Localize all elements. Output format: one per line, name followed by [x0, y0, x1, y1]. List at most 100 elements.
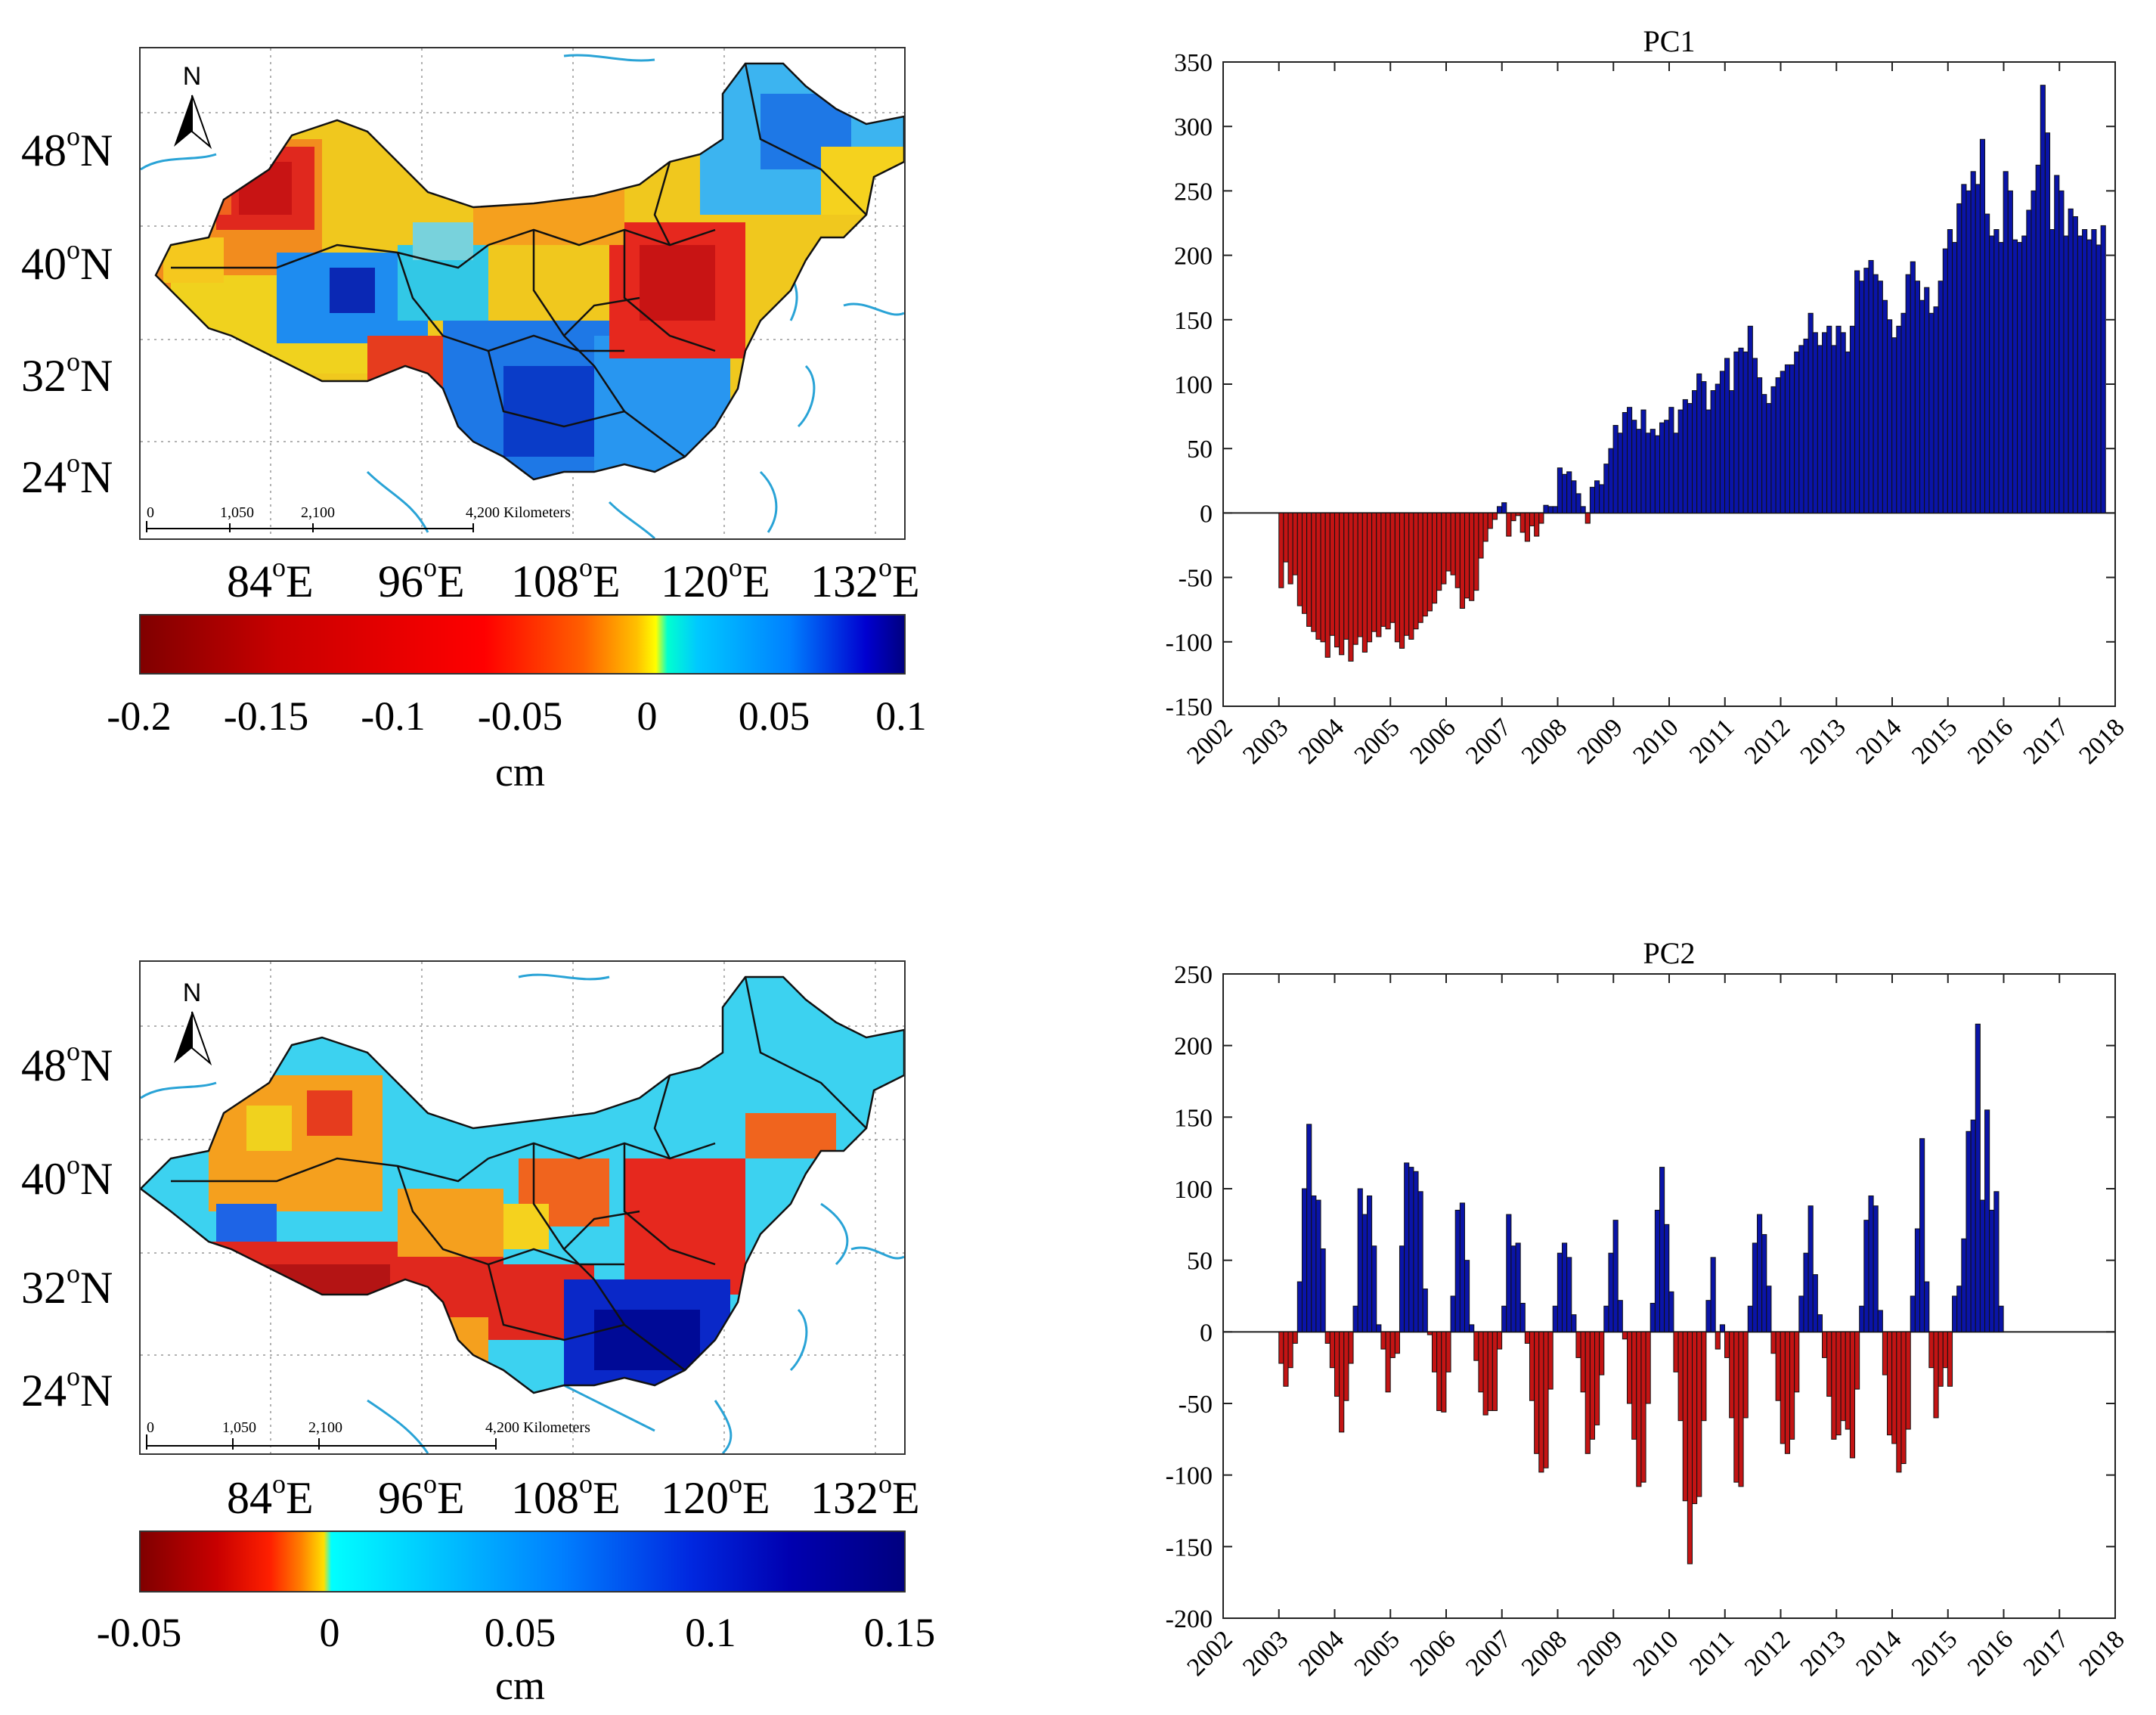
- bar: [1557, 467, 1563, 513]
- bar: [1464, 1260, 1470, 1332]
- bar: [2058, 190, 2065, 513]
- bar: [1696, 1331, 1702, 1497]
- bar: [1947, 229, 1953, 513]
- bar: [1631, 1331, 1637, 1440]
- bar: [1394, 1331, 1400, 1354]
- bar: [1794, 1331, 1800, 1393]
- lon-label: 84oE: [227, 552, 314, 606]
- bar: [1339, 1331, 1345, 1433]
- bar: [1989, 1209, 1995, 1332]
- borders: [154, 62, 904, 481]
- bar: [1742, 1331, 1749, 1419]
- bar: [1561, 473, 1568, 513]
- bar: [1450, 1295, 1456, 1332]
- colorbar-unit: cm: [495, 749, 545, 795]
- bar: [1928, 1331, 1935, 1369]
- bar: [1339, 512, 1345, 656]
- y-tick-label: 0: [1200, 1319, 1213, 1347]
- north-arrow-icon: N: [174, 978, 212, 1066]
- bar: [2086, 239, 2092, 513]
- x-tick-label: 2004: [1293, 713, 1349, 769]
- bar: [1650, 1302, 1656, 1332]
- bar: [1812, 1274, 1818, 1332]
- y-tick-label: -50: [1179, 565, 1213, 593]
- bar: [1956, 1285, 1962, 1332]
- bar: [1510, 512, 1516, 522]
- bar: [1710, 1257, 1716, 1332]
- y-tick-label: -100: [1166, 1462, 1213, 1490]
- y-tick-label: 200: [1174, 1033, 1213, 1061]
- bar: [1529, 1331, 1535, 1401]
- bar: [1631, 420, 1637, 513]
- bar: [1361, 1214, 1368, 1332]
- x-tick-label: 2008: [1516, 1625, 1572, 1681]
- bar: [1543, 504, 1549, 513]
- bar: [1849, 325, 1856, 513]
- bar: [1617, 1300, 1623, 1332]
- colorbar-tick: 0.05: [484, 1610, 556, 1655]
- bar: [1580, 506, 1586, 513]
- bar: [1436, 512, 1442, 591]
- chart-title: PC2: [1643, 936, 1696, 970]
- bar: [1803, 338, 1809, 513]
- bar: [1919, 299, 1925, 513]
- bar: [1993, 1191, 2000, 1332]
- x-tick-label: 2010: [1628, 1625, 1684, 1681]
- lat-label: 48oN: [21, 1036, 113, 1090]
- bar: [1826, 1331, 1832, 1397]
- bar: [1784, 1331, 1791, 1454]
- bar: [2072, 216, 2078, 513]
- y-tick-label: 200: [1174, 243, 1213, 271]
- bar: [1752, 1242, 1758, 1332]
- bar: [2031, 190, 2037, 513]
- svg-text:0: 0: [147, 504, 154, 521]
- bar: [1673, 433, 1679, 513]
- x-tick-label: 2016: [1962, 1625, 2018, 1681]
- bar: [1473, 512, 1479, 591]
- bar: [1464, 512, 1470, 599]
- lat-label: 48oN: [21, 121, 113, 175]
- bar: [1584, 512, 1591, 524]
- bar: [1780, 371, 1786, 513]
- bar: [1584, 1331, 1591, 1454]
- bar: [1854, 1331, 1860, 1390]
- bar: [1640, 409, 1646, 513]
- bar: [1664, 1223, 1670, 1332]
- bar: [1826, 325, 1832, 513]
- bar: [1794, 351, 1800, 513]
- bar: [1891, 337, 1897, 513]
- bar: [1617, 433, 1623, 513]
- bar: [1399, 1245, 1405, 1332]
- bar: [1933, 306, 1939, 513]
- x-tick-label: 2015: [1907, 713, 1962, 769]
- bar: [1817, 345, 1823, 513]
- bar: [1357, 1188, 1363, 1332]
- north-label: N: [183, 978, 202, 1007]
- bar: [1311, 512, 1317, 632]
- bar: [1914, 1228, 1921, 1332]
- bar: [1366, 1195, 1373, 1332]
- bar: [1296, 512, 1303, 606]
- x-tick-label: 2006: [1405, 1625, 1461, 1681]
- bar: [1831, 345, 1837, 513]
- colorbar-tick: -0.15: [223, 693, 309, 739]
- bar: [1306, 1124, 1312, 1332]
- bar: [1808, 1205, 1814, 1332]
- bar: [1766, 403, 1772, 513]
- bar: [1965, 1130, 1972, 1332]
- x-tick-label: 2013: [1795, 1625, 1851, 1681]
- bar: [1538, 512, 1544, 524]
- bar: [1482, 1331, 1488, 1416]
- bar: [1724, 358, 1730, 513]
- bar: [1594, 1331, 1600, 1425]
- lat-label: 32oN: [21, 346, 113, 401]
- bar: [1506, 1214, 1512, 1332]
- svg-text:4,200 Kilometers: 4,200 Kilometers: [485, 1419, 590, 1436]
- bar: [1380, 1331, 1386, 1350]
- bar: [1278, 1331, 1284, 1364]
- x-tick-label: 2012: [1739, 713, 1795, 769]
- bar: [1580, 1331, 1586, 1393]
- bar: [1408, 1167, 1414, 1332]
- bar: [1789, 1331, 1795, 1440]
